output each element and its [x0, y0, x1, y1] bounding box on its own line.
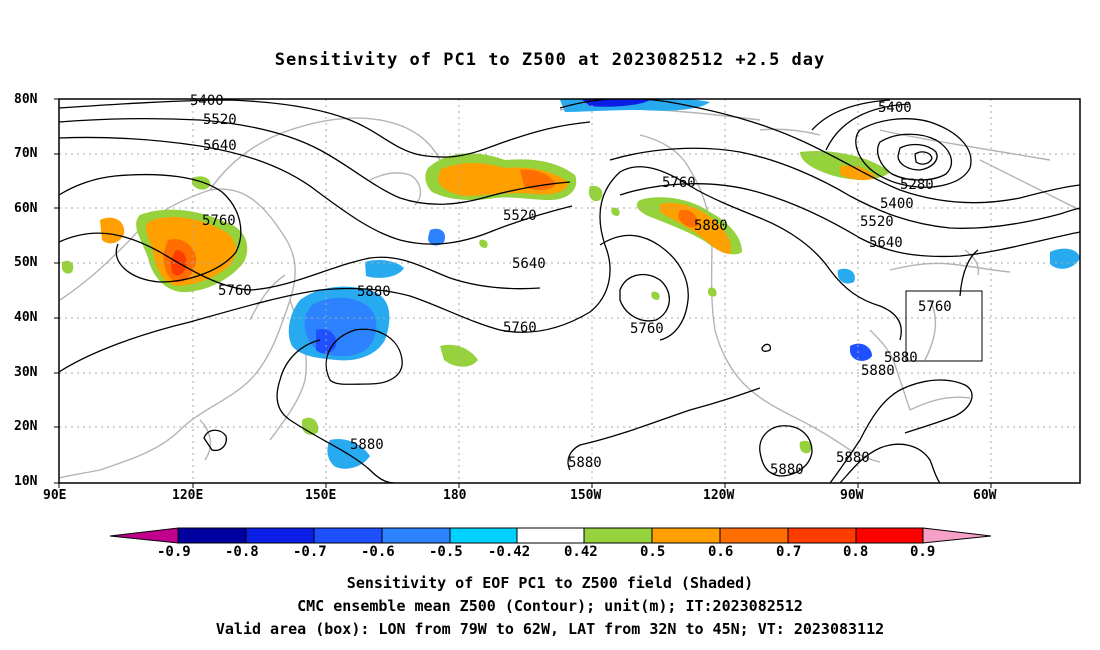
lon-label-90e: 90E: [43, 488, 67, 503]
contour-label: 5760: [630, 321, 664, 337]
colorbar-lower-triangle: [109, 527, 179, 544]
contour-label: 5280: [900, 177, 934, 193]
contour-label: 5760: [662, 175, 696, 191]
contour-label: 5880: [568, 455, 602, 471]
colorbar-swatch: [787, 527, 857, 544]
figure-title: Sensitivity of PC1 to Z500 at 2023082512…: [274, 50, 826, 70]
colorbar-swatch: [177, 527, 247, 544]
colorbar-label: -0.9: [157, 544, 191, 560]
colorbar-label: -0.6: [361, 544, 395, 560]
colorbar-swatch: [583, 527, 653, 544]
contour-label: 5760: [918, 299, 952, 315]
colorbar-label: -0.7: [293, 544, 327, 560]
contour-label: 5880: [770, 462, 804, 478]
lat-label-30n: 30N: [14, 365, 38, 380]
contour-label: 5880: [836, 450, 870, 466]
lat-label-40n: 40N: [14, 310, 38, 325]
colorbar-swatch: [719, 527, 789, 544]
contour-label: 5400: [878, 100, 912, 116]
contour-label: 5640: [203, 138, 237, 154]
grid: [59, 99, 1080, 483]
colorbar-label: 0.6: [708, 544, 734, 560]
contour-label: 5400: [880, 196, 914, 212]
colorbar-upper-triangle: [922, 527, 992, 544]
contour-label: 5880: [694, 218, 728, 234]
contour-label: 5880: [884, 350, 918, 366]
footer-line-1: Sensitivity of EOF PC1 to Z500 field (Sh…: [346, 574, 754, 592]
contour-label: 5760: [202, 213, 236, 229]
footer-line-3: Valid area (box): LON from 79W to 62W, L…: [215, 620, 885, 638]
lon-label-60w: 60W: [973, 488, 997, 503]
contour-label: 5760: [218, 283, 252, 299]
map-frame: [58, 98, 1081, 484]
colorbar-label: -0.42: [488, 544, 531, 560]
lat-label-50n: 50N: [14, 255, 38, 270]
lat-label-80n: 80N: [14, 92, 38, 107]
colorbar-swatch: [855, 527, 924, 544]
contour-label: 5880: [357, 284, 391, 300]
sensitivity-shading: [62, 99, 1080, 469]
colorbar-label: 0.42: [564, 544, 598, 560]
colorbar-swatch: [313, 527, 383, 544]
lat-label-60n: 60N: [14, 201, 38, 216]
contour-label: 5520: [503, 208, 537, 224]
colorbar-swatch: [449, 527, 518, 544]
contour-label: 5760: [503, 320, 537, 336]
contour-label: 5880: [350, 437, 384, 453]
contour-label: 5880: [861, 363, 895, 379]
colorbar-label: 0.8: [843, 544, 869, 560]
colorbar-label: 0.5: [640, 544, 666, 560]
colorbar-label: -0.8: [225, 544, 259, 560]
lat-label-70n: 70N: [14, 146, 38, 161]
contour-label: 5400: [190, 93, 224, 109]
contour-label: 5520: [860, 214, 894, 230]
colorbar-label: 0.9: [910, 544, 936, 560]
contour-label: 5520: [203, 112, 237, 128]
colorbar-swatch: [245, 527, 315, 544]
lon-label-180: 180: [443, 488, 467, 503]
colorbar-swatch: [381, 527, 451, 544]
colorbar-label: -0.5: [429, 544, 463, 560]
colorbar: [109, 527, 992, 544]
footer-line-2: CMC ensemble mean Z500 (Contour); unit(m…: [297, 597, 803, 615]
lat-label-10n: 10N: [14, 474, 38, 489]
lon-label-120w: 120W: [703, 488, 735, 503]
lon-label-150w: 150W: [570, 488, 602, 503]
colorbar-swatch: [516, 527, 585, 544]
colorbar-swatch: [651, 527, 721, 544]
contour-label: 5640: [512, 256, 546, 272]
colorbar-label: 0.7: [776, 544, 802, 560]
axis-ticks: [54, 98, 992, 488]
lat-label-20n: 20N: [14, 419, 38, 434]
lon-label-120e: 120E: [172, 488, 204, 503]
lon-label-150e: 150E: [305, 488, 337, 503]
z500-contours: [59, 99, 1080, 483]
contour-label: 5640: [869, 235, 903, 251]
valid-area-box: [905, 290, 983, 362]
lon-label-90w: 90W: [840, 488, 864, 503]
